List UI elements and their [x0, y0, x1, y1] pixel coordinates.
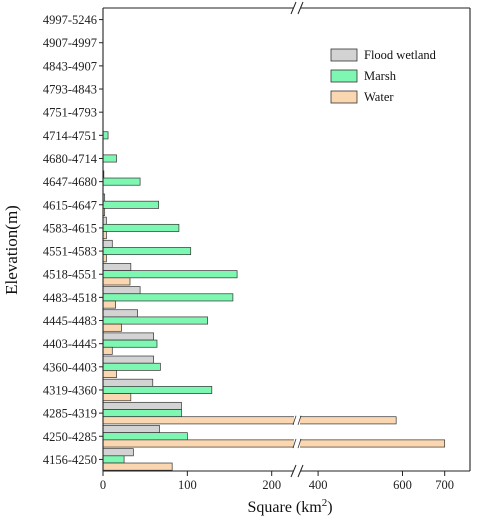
bar-flood-wetland-4250-4285 [102, 425, 160, 434]
bar-water-4445-4483 [102, 323, 122, 332]
bar-marsh-4285-4319 [102, 409, 182, 418]
axis-break-mark [297, 464, 304, 478]
y-tick-label: 4483-4518 [43, 291, 97, 305]
bar-water-4403-4445 [102, 346, 113, 355]
bar-marsh-4445-4483 [102, 316, 208, 325]
legend-swatch-marsh [330, 69, 358, 83]
y-tick-label: 4319-4360 [43, 383, 97, 397]
x-axis-title-superscript: 2 [322, 497, 328, 509]
legend: Flood wetland Marsh Water [330, 48, 437, 104]
axes-layer [99, 1, 471, 478]
bar-marsh-4403-4445 [102, 339, 158, 348]
bars-layer [102, 131, 446, 471]
bar-break-mark [292, 415, 297, 426]
bar-flood-wetland-4403-4445 [102, 332, 154, 341]
bar-marsh-4551-4583 [102, 247, 192, 256]
x-tick-label: 400 [309, 478, 328, 492]
bar-marsh-4483-4518 [102, 293, 234, 302]
bar-marsh-4615-4647 [102, 200, 160, 209]
bar-marsh-4250-4285 [102, 432, 188, 441]
y-tick-label: 4907-4997 [43, 36, 97, 50]
legend-label-marsh: Marsh [364, 69, 397, 83]
axis-break-mark [290, 464, 297, 478]
bar-water-4518-4551 [102, 277, 131, 286]
legend-swatch-water [330, 90, 358, 104]
y-tick-label: 4843-4907 [43, 59, 97, 73]
y-tick-label: 4583-4615 [43, 221, 97, 235]
y-tick-label: 4156-4250 [43, 453, 97, 467]
bar-water-4319-4360 [102, 393, 132, 402]
legend-label-water: Water [364, 90, 394, 104]
y-tick-label: 4285-4319 [43, 407, 97, 421]
bar-flood-wetland-4483-4518 [102, 286, 141, 295]
bar-flood-wetland-4156-4250 [102, 448, 134, 457]
bar-marsh-4319-4360 [102, 386, 213, 394]
bar-flood-wetland-4319-4360 [102, 378, 154, 387]
axis-break-mark [290, 1, 297, 15]
bar-flood-wetland-4285-4319 [102, 401, 182, 410]
legend-label-flood-wetland: Flood wetland [364, 48, 437, 62]
y-tick-label: 4793-4843 [43, 83, 97, 97]
legend-swatch-flood-wetland [330, 48, 358, 62]
bar-flood-wetland-4445-4483 [102, 309, 138, 318]
axis-break-gap [293, 469, 301, 473]
x-tick-label: 700 [435, 478, 454, 492]
x-axis-title-main: Square (km [247, 499, 322, 516]
bar-break-gap [294, 415, 300, 425]
bar-break-mark [297, 438, 302, 449]
y-tick-labels: 4156-4250 4250-4285 4285-4319 4319-4360 4360… [43, 13, 98, 467]
x-tick-labels: 0 100 200 400 600 700 [100, 478, 454, 492]
x-tick-label: 0 [100, 478, 106, 492]
bar-marsh-4156-4250 [102, 455, 125, 464]
bar-flood-wetland-4551-4583 [102, 239, 113, 248]
x-tick-label: 100 [178, 478, 197, 492]
y-tick-label: 4647-4680 [43, 175, 97, 189]
y-tick-label: 4403-4445 [43, 337, 97, 351]
bar-marsh-4583-4615 [102, 223, 180, 232]
bar-break-mark [292, 438, 297, 449]
axis-break-mark [297, 1, 304, 15]
y-axis-title: Elevation(m) [2, 205, 21, 295]
y-tick-label: 4360-4403 [43, 360, 97, 374]
bar-marsh-4714-4751 [102, 131, 109, 140]
bar-break-gap [294, 438, 300, 449]
x-axis-title: Square (km2) [247, 497, 332, 516]
bar-flood-wetland-4360-4403 [102, 355, 154, 364]
y-tick-label: 4714-4751 [43, 129, 97, 143]
bar-water-4483-4518 [102, 300, 116, 309]
bar-marsh-4647-4680 [102, 177, 141, 186]
bar-water-4250-4285 [102, 439, 446, 448]
bar-water-4285-4319 [102, 416, 397, 425]
y-tick-label: 4518-4551 [43, 268, 97, 282]
bar-marsh-4360-4403 [102, 362, 161, 371]
x-tick-label: 600 [393, 478, 412, 492]
y-tick-label: 4751-4793 [43, 106, 97, 120]
bar-water-4156-4250 [102, 462, 173, 471]
bar-marsh-4680-4714 [102, 154, 117, 163]
y-tick-label: 4997-5246 [43, 13, 97, 27]
y-tick-label: 4250-4285 [43, 430, 97, 444]
x-tick-label: 200 [262, 478, 281, 492]
x-axis-title-close: ) [327, 499, 332, 516]
y-tick-label: 4551-4583 [43, 245, 97, 259]
bar-water-4360-4403 [102, 370, 117, 378]
bar-marsh-4518-4551 [102, 270, 238, 279]
y-tick-label: 4680-4714 [43, 152, 98, 166]
axis-break-gap [293, 6, 301, 10]
bar-flood-wetland-4518-4551 [102, 263, 132, 271]
bar-break-mark [297, 415, 302, 426]
y-tick-label: 4615-4647 [43, 198, 97, 212]
y-tick-label: 4445-4483 [43, 314, 97, 328]
